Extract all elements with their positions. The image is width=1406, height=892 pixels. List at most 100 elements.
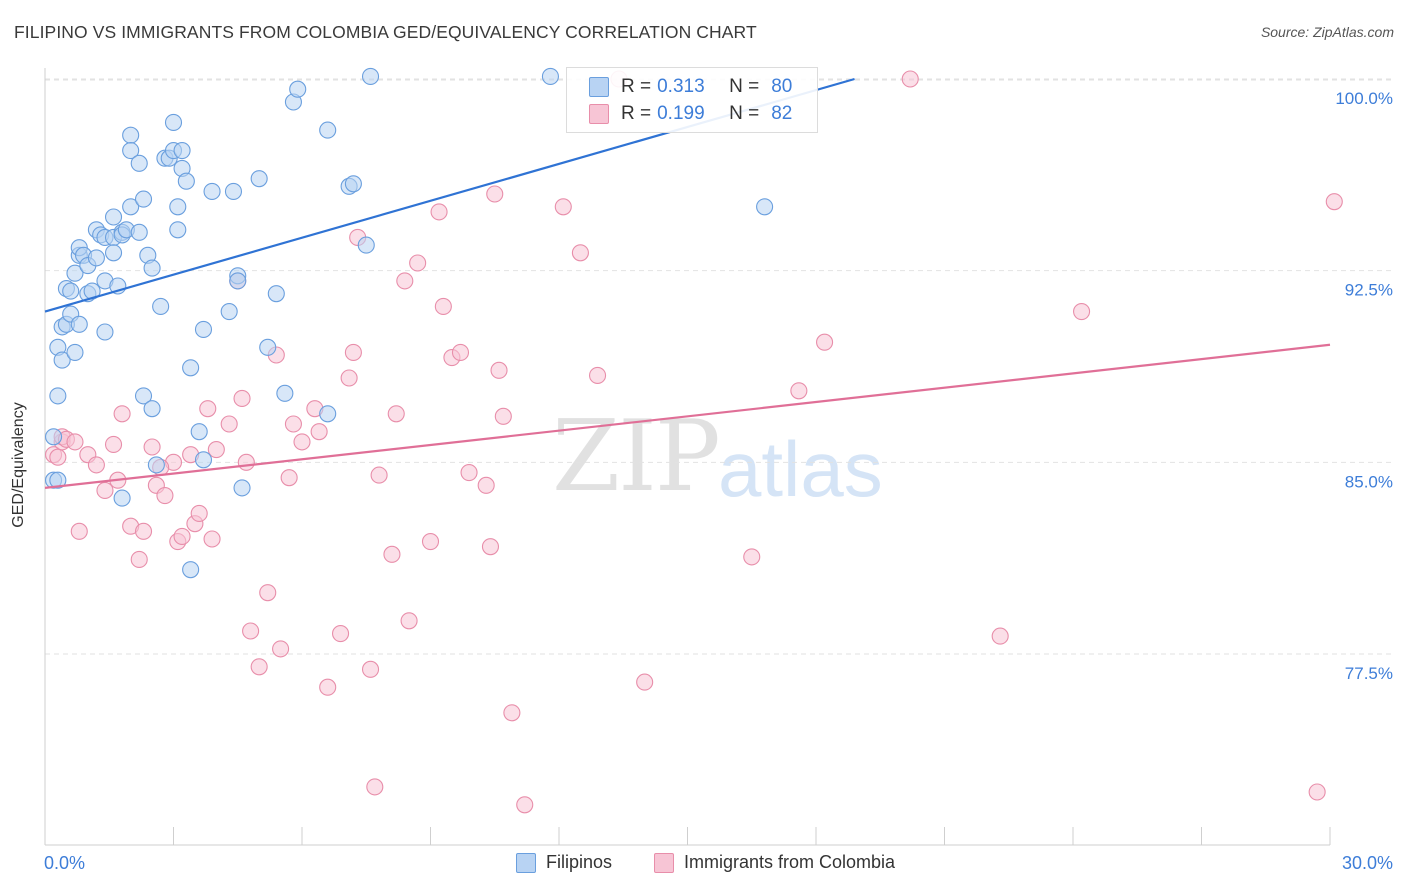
filipino-point — [134, 190, 153, 208]
colombia-point — [49, 448, 67, 466]
filipino-point — [224, 182, 243, 200]
filipino-point — [164, 113, 183, 131]
series-legend: Filipinos Immigrants from Colombia — [0, 852, 1406, 878]
colombia-point — [396, 272, 414, 290]
n-label: N = — [729, 76, 760, 97]
colombia-point — [199, 400, 217, 418]
watermark-zip: ZIP — [552, 400, 721, 514]
colombia-point — [1325, 193, 1343, 211]
colombia-point — [816, 333, 834, 351]
r-label: R = — [621, 76, 652, 97]
colombia-point — [430, 203, 448, 221]
filipino-point — [319, 121, 337, 139]
legend-item-filipinos[interactable]: Filipinos — [516, 852, 612, 873]
colombia-point — [503, 704, 521, 722]
filipino-point — [169, 198, 187, 216]
colombia-point — [203, 530, 221, 548]
colombia-point — [130, 550, 148, 568]
legend-item-colombia[interactable]: Immigrants from Colombia — [654, 852, 895, 873]
filipino-point — [194, 451, 213, 469]
filipino-point — [276, 384, 294, 402]
filipino-point — [182, 359, 200, 377]
r-label: R = — [621, 103, 652, 124]
colombia-point — [237, 453, 255, 471]
filipino-point — [361, 67, 380, 85]
colombia-point — [361, 660, 380, 678]
colombia-point — [220, 415, 238, 433]
colombia-point — [991, 627, 1009, 645]
y-tick-label: 100.0% — [1335, 89, 1393, 108]
legend-label-colombia: Immigrants from Colombia — [684, 852, 896, 872]
n-label: N = — [729, 103, 760, 124]
r-value: 0.199 — [657, 103, 705, 124]
colombia-point — [421, 533, 440, 551]
filipino-point — [177, 172, 195, 190]
filipino-point — [344, 175, 362, 193]
filipino-point — [53, 351, 71, 369]
colombia-point — [1073, 303, 1091, 321]
filipino-point — [152, 297, 170, 315]
chart-title: FILIPINO VS IMMIGRANTS FROM COLOMBIA GED… — [14, 22, 757, 42]
filipino-point — [62, 282, 80, 300]
filipino-point — [104, 244, 123, 262]
colombia-point — [190, 504, 208, 522]
filipino-point — [96, 323, 114, 341]
colombia-point — [636, 673, 654, 691]
colombia-point — [588, 366, 607, 384]
colombia-points — [45, 70, 1343, 814]
filipino-point — [190, 423, 208, 441]
filipino-point — [66, 264, 84, 282]
colombia-point — [490, 361, 508, 379]
filipino-point — [233, 479, 251, 497]
legend-row-colombia: R = 0.199 N = 82 — [567, 101, 792, 127]
r-value: 0.313 — [657, 76, 705, 97]
filipino-point — [147, 456, 165, 474]
y-axis-title: GED/Equivalency — [10, 402, 27, 528]
colombia-point — [66, 433, 84, 451]
colombia-point — [370, 466, 388, 484]
filipino-point — [541, 67, 559, 85]
colombia-point — [104, 435, 123, 453]
filipino-point — [87, 249, 105, 267]
filipino-point — [70, 315, 88, 333]
colombia-point — [486, 185, 504, 203]
colombia-point — [250, 658, 268, 676]
colombia-point — [790, 382, 808, 400]
y-tick-labels: 100.0% 92.5% 85.0% 77.5% — [1335, 89, 1393, 683]
filipino-point — [122, 198, 140, 216]
n-value: 80 — [771, 76, 793, 97]
y-tick-label: 77.5% — [1345, 664, 1393, 683]
colombia-point — [554, 198, 572, 216]
colombia-point — [242, 622, 260, 640]
filipino-point — [49, 387, 67, 405]
colombia-point — [70, 522, 88, 540]
filipino-point — [173, 142, 191, 160]
filipino-point — [267, 285, 285, 303]
watermark-atlas: atlas — [718, 425, 883, 513]
colombia-point — [344, 343, 362, 361]
filipino-point — [194, 320, 213, 338]
colombia-point — [272, 640, 290, 658]
x-tick-max: 30.0% — [1341, 853, 1393, 873]
correlation-legend: R = 0.313 N = 80 R = 0.199 N = 82 — [566, 67, 818, 133]
filipino-point — [130, 223, 148, 241]
filipino-point — [143, 259, 161, 277]
filipino-point — [104, 208, 123, 226]
filipino-point — [357, 236, 375, 254]
filipino-point — [49, 471, 67, 489]
colombia-swatch — [589, 104, 609, 124]
axes — [44, 68, 1331, 846]
colombia-point — [331, 625, 350, 643]
filipino-point — [122, 126, 140, 144]
filipino-point — [289, 80, 307, 98]
filipino-points — [45, 67, 774, 579]
colombia-trend-line — [44, 343, 1331, 489]
colombia-point — [134, 522, 153, 540]
filipino-point — [130, 154, 148, 172]
colombia-point — [460, 464, 478, 482]
filipino-point — [143, 400, 161, 418]
colombia-swatch — [654, 852, 674, 873]
colombia-point — [1308, 783, 1326, 801]
filipino-point — [259, 338, 277, 356]
filipino-point — [319, 405, 337, 423]
